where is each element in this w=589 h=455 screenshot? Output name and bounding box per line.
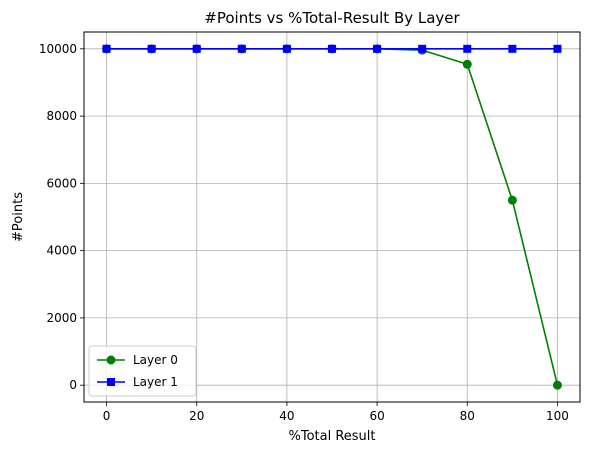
data-point-marker — [282, 44, 291, 53]
x-tick-label: 60 — [369, 409, 384, 423]
x-tick-label: 100 — [546, 409, 569, 423]
data-point-marker — [418, 44, 427, 53]
y-tick-label: 10000 — [39, 42, 77, 56]
chart-title: #Points vs %Total-Result By Layer — [204, 9, 460, 27]
data-point-marker — [192, 44, 201, 53]
legend-label: Layer 0 — [133, 353, 178, 367]
axis-ticks: 0 20 40 60 80 100 0 2000 4000 6000 8000 10000 — [39, 42, 569, 423]
data-point-marker — [102, 44, 111, 53]
series-layer — [102, 44, 562, 390]
y-tick-label: 4000 — [46, 244, 77, 258]
y-tick-label: 2000 — [46, 311, 77, 325]
legend-box — [88, 345, 197, 397]
data-point-marker — [463, 44, 472, 53]
x-tick-label: 0 — [103, 409, 111, 423]
plot-area-frame — [83, 31, 581, 403]
legend-item: Layer 1 — [97, 375, 178, 389]
legend-marker — [106, 355, 116, 365]
data-point-marker — [508, 44, 517, 53]
legend-label: Layer 1 — [133, 375, 178, 389]
x-axis-label: %Total Result — [288, 429, 375, 444]
data-point-marker — [552, 380, 562, 390]
series-0 — [102, 44, 562, 390]
legend-item: Layer 0 — [97, 353, 178, 367]
x-tick-label: 40 — [279, 409, 294, 423]
series-line — [106, 48, 559, 386]
series-1 — [102, 44, 562, 53]
legend-marker — [107, 378, 115, 386]
data-point-marker — [553, 44, 562, 53]
y-tick-label: 0 — [69, 378, 77, 392]
y-tick-label: 6000 — [46, 176, 77, 190]
data-point-marker — [328, 44, 336, 53]
y-axis-label: #Points — [11, 192, 26, 242]
legend: Layer 0 Layer 1 — [88, 345, 197, 397]
y-tick-label: 8000 — [46, 109, 77, 123]
x-tick-label: 80 — [460, 409, 475, 423]
data-point-marker — [147, 44, 156, 53]
data-point-marker — [237, 44, 246, 53]
data-point-marker — [373, 44, 382, 53]
data-point-marker — [462, 59, 472, 69]
x-tick-label: 20 — [189, 409, 204, 423]
data-point-marker — [507, 195, 517, 205]
